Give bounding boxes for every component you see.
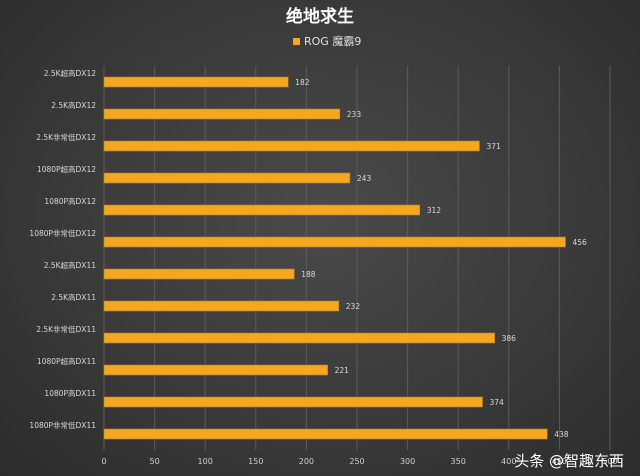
bar [103,204,421,216]
category-label: 1080P高DX11 [44,388,96,398]
data-label: 182 [295,78,310,87]
bar [103,364,328,376]
x-tick-label: 50 [150,457,160,466]
watermark: 头条 @智趣东西 [514,452,624,470]
legend-label: ROG 魔霸9 [304,34,361,48]
bar [103,140,480,152]
data-label: 374 [489,398,504,407]
category-label: 1080P超高DX11 [37,356,96,366]
x-tick-label: 300 [400,457,415,466]
x-tick-label: 400 [501,457,516,466]
chart-title: 绝地求生 [286,6,354,27]
category-label: 1080P超高DX12 [37,164,96,174]
bar [103,108,341,120]
data-label: 243 [357,174,372,183]
data-label: 188 [301,270,316,279]
data-label: 456 [572,238,587,247]
x-tick-label: 250 [349,457,364,466]
data-label: 312 [427,206,442,215]
data-label: 386 [502,334,517,343]
bar [103,268,295,280]
x-tick-label: 0 [101,457,106,466]
bar [103,172,351,184]
x-tick-label: 150 [248,457,263,466]
bar [103,396,483,408]
category-label: 2.5K高DX11 [51,292,96,302]
category-label: 2.5K超高DX11 [44,260,97,270]
category-label: 2.5K高DX12 [51,100,96,110]
bar [103,76,289,88]
data-label: 233 [347,110,362,119]
category-label: 1080P非常低DX12 [29,228,96,238]
category-label: 2.5K非常低DX12 [36,132,96,142]
bar [103,300,340,312]
category-label: 1080P非常低DX11 [29,420,96,430]
x-tick-label: 350 [451,457,466,466]
data-label: 221 [335,366,350,375]
data-label: 232 [346,302,361,311]
bar [103,236,566,248]
data-label: 438 [554,430,569,439]
x-tick-label: 450 [552,457,567,466]
bar [103,332,495,344]
x-tick-label: 100 [198,457,213,466]
bar [103,428,548,440]
category-label: 2.5K非常低DX11 [36,324,96,334]
x-tick-label: 200 [299,457,314,466]
category-label: 2.5K超高DX12 [44,68,97,78]
x-tick-label: 500 [602,457,617,466]
category-label: 1080P高DX12 [44,196,96,206]
legend-swatch [293,38,300,45]
data-label: 371 [486,142,501,151]
